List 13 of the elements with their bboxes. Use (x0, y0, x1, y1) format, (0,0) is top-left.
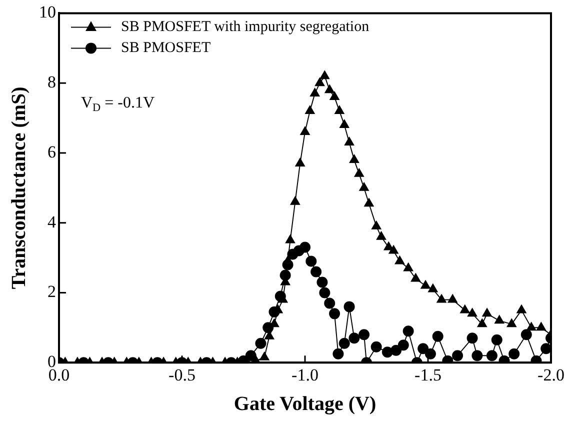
x-tick-label: -0.5 (168, 365, 196, 384)
legend-label: SB PMOSFET (121, 40, 211, 56)
x-tick-label: -2.0 (538, 365, 564, 384)
y-axis-title: Transconductance (mS) (8, 86, 30, 290)
y-tick-label: 4 (48, 212, 56, 232)
y-tick-label: 6 (48, 142, 56, 162)
x-tick-label: -1.5 (414, 365, 442, 384)
x-tick-label: -1.0 (292, 365, 318, 384)
x-axis-title: Gate Voltage (V) (234, 393, 376, 416)
y-tick-label: 10 (39, 2, 56, 22)
y-tick-label: 8 (48, 72, 56, 92)
legend-label: SB PMOSFET with impurity segregation (121, 19, 370, 36)
y-tick-label: 2 (48, 282, 56, 302)
